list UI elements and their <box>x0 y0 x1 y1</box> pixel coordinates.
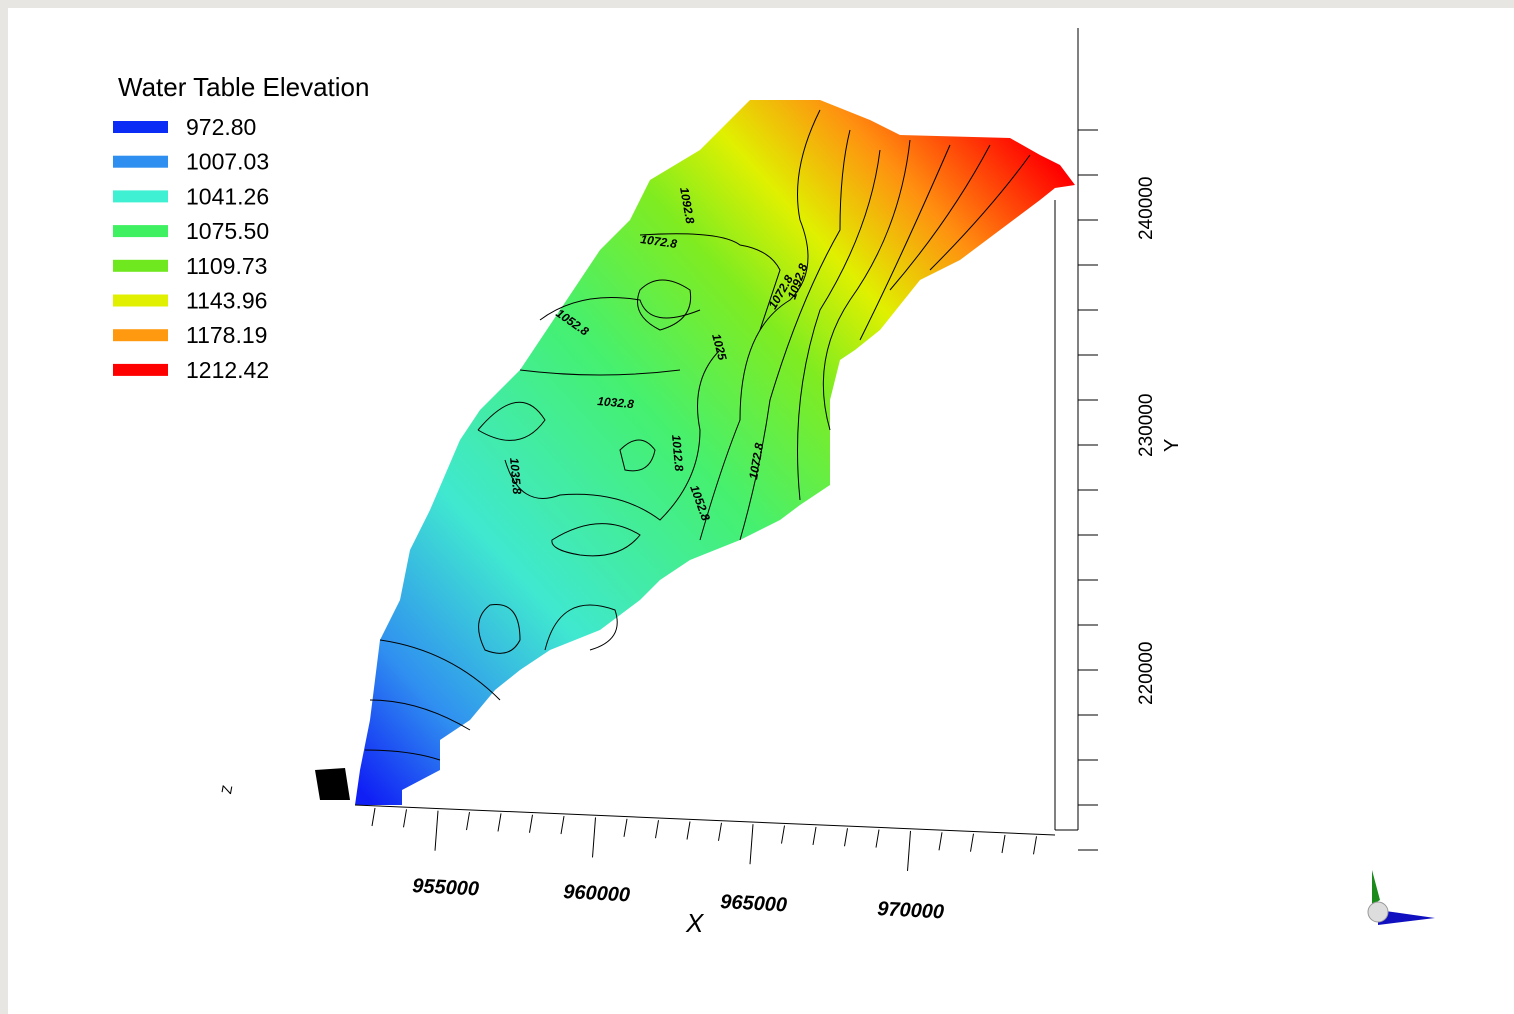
y-tick-label: 220000 <box>1136 642 1157 705</box>
legend-swatch <box>113 364 168 376</box>
y-tick-label: 230000 <box>1136 394 1157 457</box>
x-tick-label: 960000 <box>563 881 631 906</box>
legend-swatch <box>113 329 168 341</box>
legend-swatch <box>113 190 168 202</box>
y-axis-title: Y <box>1161 439 1183 452</box>
legend-label: 1143.96 <box>186 288 267 314</box>
x-axis-title: X <box>685 908 705 938</box>
legend-label: 1041.26 <box>186 183 269 209</box>
legend-swatch <box>113 121 168 133</box>
x-tick-label: 970000 <box>877 898 945 923</box>
legend-label: 1109.73 <box>186 253 267 279</box>
legend-label: 1212.42 <box>186 357 269 383</box>
x-tick-label: 955000 <box>412 875 480 900</box>
legend-swatch <box>113 225 168 237</box>
y-tick-label: 240000 <box>1136 177 1157 240</box>
legend-swatch <box>113 156 168 168</box>
page: Water Table Elevation 972.80 1007.03 1041.… <box>0 0 1514 1014</box>
legend-label: 972.80 <box>186 114 256 140</box>
x-tick-label: 965000 <box>720 891 788 916</box>
legend-label: 1178.19 <box>186 322 267 348</box>
legend-label: 1075.50 <box>186 218 269 244</box>
legend-label: 1007.03 <box>186 149 269 175</box>
z-axis-glyph <box>315 768 350 800</box>
visualization: Water Table Elevation 972.80 1007.03 1041.… <box>0 0 1514 1014</box>
legend-swatch <box>113 295 168 307</box>
legend-title: Water Table Elevation <box>118 72 369 102</box>
legend-swatch <box>113 260 168 272</box>
